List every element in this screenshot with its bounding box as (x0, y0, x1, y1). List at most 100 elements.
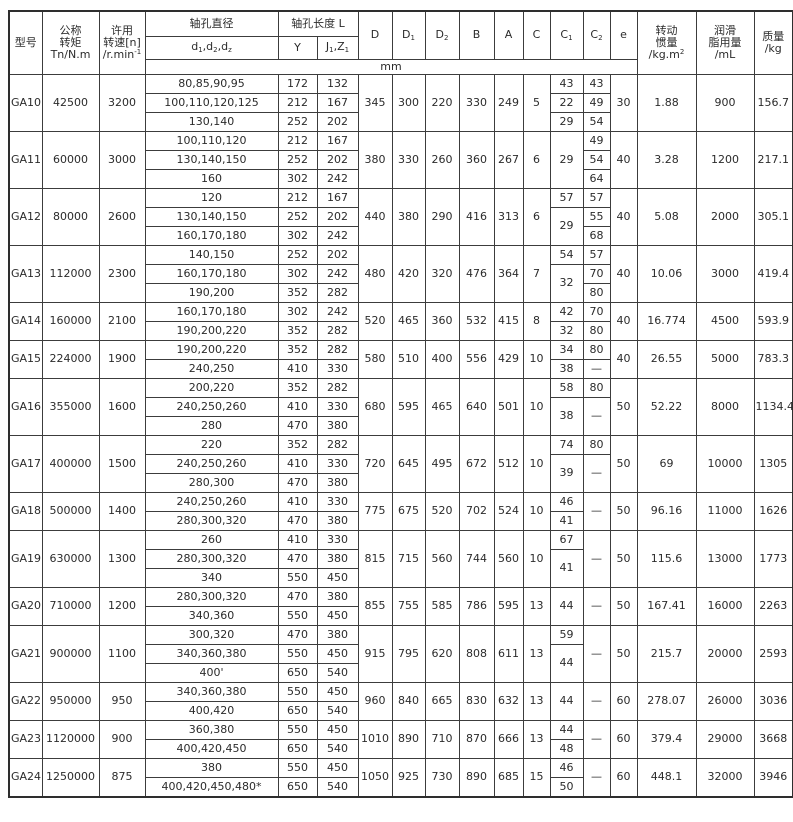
cell-length-y: 252 (277, 245, 318, 265)
cell-model: GA16 (8, 378, 43, 436)
table-row: 280,300,320 470 380 41 (9, 511, 793, 531)
cell-bore-diameters: 380 (144, 758, 279, 778)
cell-torque: 500000 (41, 492, 100, 531)
cell-length-y: 650 (277, 739, 318, 759)
cell-length-jz: 380 (316, 549, 359, 569)
cell-length-jz: 380 (316, 473, 359, 493)
col-header-length-jz: J1,Z1 (316, 36, 359, 60)
cell-D1: 510 (391, 340, 426, 379)
cell-length-y: 470 (277, 625, 318, 645)
cell-C: 13 (522, 682, 551, 721)
cell-torque: 112000 (41, 245, 100, 303)
cell-e: 50 (609, 435, 638, 493)
col-header-C: C (522, 10, 551, 60)
cell-length-jz: 540 (316, 663, 359, 683)
cell-length-jz: 380 (316, 511, 359, 531)
cell-C: 10 (522, 340, 551, 379)
cell-D1: 795 (391, 625, 426, 683)
table-row: GA11 60000 3000 100,110,120 212 167 380 330 260 3… (8, 131, 793, 189)
cell-grease: 11000 (695, 492, 755, 531)
cell-mass: 3668 (753, 720, 793, 759)
cell-grease: 3000 (695, 245, 755, 303)
col-header-A: A (493, 10, 524, 60)
cell-C2: — (582, 758, 611, 798)
cell-length-y: 470 (277, 416, 318, 436)
cell-length-jz: 380 (316, 416, 359, 436)
cell-length-jz: 242 (316, 169, 359, 189)
cell-C: 10 (522, 530, 551, 588)
cell-C: 8 (522, 302, 551, 341)
cell-length-y: 302 (277, 302, 318, 322)
cell-D1: 675 (391, 492, 426, 531)
col-header-bore-diameter-sub: d1,d2,dz (144, 36, 279, 60)
cell-length-jz: 202 (316, 245, 359, 265)
cell-inertia: 215.7 (636, 625, 697, 683)
cell-inertia: 278.07 (636, 682, 697, 721)
cell-C1: 42 (549, 302, 584, 322)
cell-e: 60 (609, 758, 638, 798)
cell-C2: 55 (582, 207, 611, 227)
cell-length-jz: 202 (316, 112, 359, 132)
cell-A: 313 (493, 188, 524, 246)
cell-C1: 58 (549, 378, 584, 398)
cell-model: GA18 (8, 492, 43, 531)
cell-speed: 2300 (98, 245, 146, 303)
table-row: GA14 160000 2100 160,170,180 302 242 520 465 360… (8, 302, 793, 341)
cell-length-jz: 380 (316, 587, 359, 607)
cell-torque: 900000 (41, 625, 100, 683)
cell-e: 50 (609, 587, 638, 626)
cell-e: 50 (609, 378, 638, 436)
cell-C2: 80 (582, 378, 611, 398)
cell-mass: 419.4 (753, 245, 793, 303)
table-row: 160,170,180 302 242 68 (9, 226, 793, 246)
cell-B: 870 (458, 720, 495, 759)
col-header-model: 型号 (8, 10, 43, 75)
cell-speed: 950 (98, 682, 146, 721)
table-row: 100,110,120,125 212 167 22 49 (9, 93, 793, 113)
cell-C2: 57 (582, 188, 611, 208)
cell-length-jz: 282 (316, 321, 359, 341)
cell-D1: 925 (391, 758, 426, 798)
cell-A: 364 (493, 245, 524, 303)
cell-C1: 67 (549, 530, 584, 550)
cell-length-y: 550 (277, 644, 318, 664)
unit-cell-mm: mm (144, 59, 638, 75)
cell-C2: 54 (582, 150, 611, 170)
cell-bore-diameters: 160,170,180 (144, 226, 279, 246)
cell-bore-diameters: 160,170,180 (144, 302, 279, 322)
cell-D2: 495 (424, 435, 460, 493)
cell-bore-diameters: 240,250 (144, 359, 279, 379)
cell-A: 666 (493, 720, 524, 759)
cell-C1: 32 (549, 321, 584, 341)
cell-bore-diameters: 280,300 (144, 473, 279, 493)
cell-e: 50 (609, 492, 638, 531)
cell-speed: 3200 (98, 74, 146, 132)
table-row: 280,300,320 470 380 41 (9, 549, 793, 588)
cell-model: GA24 (8, 758, 43, 798)
cell-bore-diameters: 400,420,450 (144, 739, 279, 759)
table-row: GA18 500000 1400 240,250,260 410 330 775 675 520… (8, 492, 793, 531)
cell-D: 580 (357, 340, 393, 379)
cell-bore-diameters: 100,110,120,125 (144, 93, 279, 113)
cell-bore-diameters: 190,200,220 (144, 321, 279, 341)
cell-C2: 54 (582, 112, 611, 132)
cell-bore-diameters: 80,85,90,95 (144, 74, 279, 94)
cell-speed: 1400 (98, 492, 146, 531)
cell-C1: 43 (549, 74, 584, 94)
cell-B: 360 (458, 131, 495, 189)
cell-A: 611 (493, 625, 524, 683)
cell-B: 808 (458, 625, 495, 683)
table-row: 240,250 410 330 38— (9, 359, 793, 379)
cell-C2: 80 (582, 340, 611, 360)
col-header-speed: 许用 转速[n]/r.min-1 (98, 10, 146, 75)
cell-length-y: 352 (277, 378, 318, 398)
cell-mass: 1305 (753, 435, 793, 493)
table-row: 240,250,260 410 330 38— (9, 397, 793, 436)
cell-mass: 3946 (753, 758, 793, 798)
cell-bore-diameters: 340 (144, 568, 279, 588)
cell-D2: 320 (424, 245, 460, 303)
cell-speed: 1300 (98, 530, 146, 588)
cell-C: 5 (522, 74, 551, 132)
cell-grease: 13000 (695, 530, 755, 588)
cell-C2: — (582, 625, 611, 683)
